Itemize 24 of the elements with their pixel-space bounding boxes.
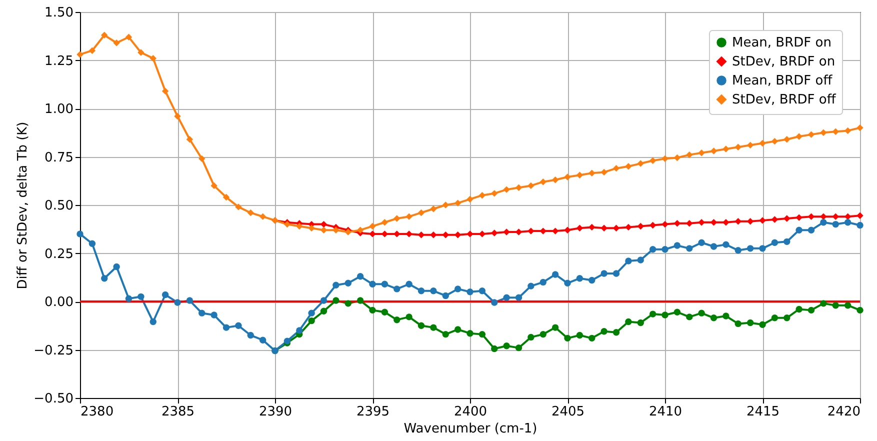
x-tick-label: 2380: [80, 404, 114, 420]
x-tick-label: 2400: [454, 404, 488, 420]
x-axis-title: Wavenumber (cm-1): [404, 422, 538, 436]
legend-label: StDev, BRDF off: [732, 92, 837, 108]
y-tick-label: 1.00: [44, 102, 74, 117]
y-tick-label: −0.50: [34, 392, 74, 406]
y-tick-label: −0.25: [34, 343, 74, 358]
legend-label: Mean, BRDF on: [732, 36, 832, 50]
y-tick-label: 0.25: [44, 246, 74, 262]
y-tick-label: 0.00: [44, 295, 74, 310]
legend-label: Mean, BRDF off: [732, 74, 834, 88]
legend-label: StDev, BRDF on: [732, 54, 836, 70]
x-tick-label: 2395: [356, 404, 390, 420]
y-axis-title: Diff or StDev, delta Tb (K): [16, 122, 31, 290]
y-tick-label: 0.75: [44, 150, 74, 166]
x-tick-label: 2405: [551, 404, 585, 420]
y-tick-label: 0.50: [44, 198, 74, 214]
y-tick-label: 1.25: [44, 54, 74, 69]
x-tick-label: 2420: [827, 404, 860, 420]
x-tick-label: 2385: [161, 404, 195, 420]
x-tick-label: 2415: [746, 404, 780, 420]
x-tick-label: 2410: [648, 404, 682, 420]
x-tick-label: 2390: [258, 404, 292, 420]
y-tick-label: 1.50: [44, 6, 74, 20]
